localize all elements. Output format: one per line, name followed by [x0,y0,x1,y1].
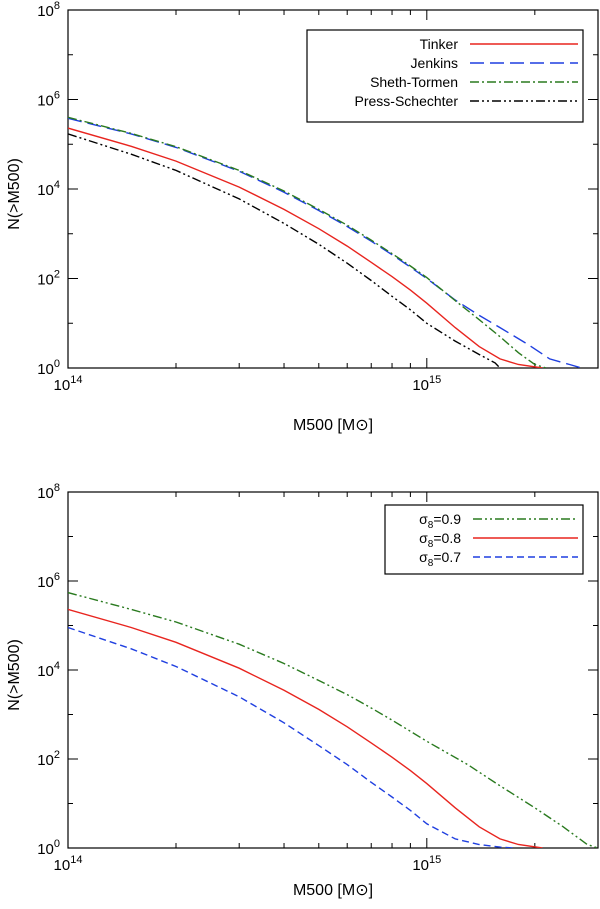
legend-label: Jenkins [411,55,458,71]
legend: Tinker Jenkins Sheth-Tormen Press-Schechter [306,29,584,123]
y-tick-label: 106 [37,90,60,110]
x-axis-label: M500 [M⊙] [293,417,373,434]
y-tick-label: 100 [37,838,60,858]
series-line [68,608,543,848]
y-tick-label: 104 [37,660,60,680]
legend-box [384,504,584,575]
series-line [68,133,501,368]
legend-box [306,29,584,123]
y-tick-label: 108 [37,482,60,502]
y-tick-label: 102 [37,749,60,769]
x-tick-label: 1015 [412,854,441,874]
top-panel-chart: 1014 1015 100 102 104 106 108 M500 [M⊙] N(>M500)… [6,0,599,434]
legend-label: Tinker [420,36,459,52]
y-tick-label: 106 [37,571,60,591]
x-tick-label: 1014 [54,374,83,394]
bottom-panel-chart: 1014 1015 100 102 104 106 108 M500 [M⊙] N(>M500)… [6,482,599,899]
x-axis-label: M500 [M⊙] [293,882,373,899]
y-axis-label: N(>M500) [6,158,23,230]
legend: σ8=0.9σ8=0.8σ8=0.7 [384,504,584,575]
y-axis-label: N(>M500) [6,639,23,711]
legend-label: σ8=0.8 [419,530,461,550]
y-tick-label: 104 [37,179,60,199]
series-line [68,127,543,368]
legend-label: Sheth-Tormen [370,74,458,90]
series-line [68,117,582,368]
series-line [68,626,515,848]
y-tick-label: 102 [37,269,60,289]
legend-label: Press-Schechter [355,93,459,109]
x-tick-label: 1015 [412,374,441,394]
y-tick-label: 108 [37,0,60,20]
y-tick-label: 100 [37,358,60,378]
series-line [68,116,547,368]
legend-label: σ8=0.7 [419,549,461,569]
x-tick-label: 1014 [54,854,83,874]
legend-label: σ8=0.9 [419,511,461,531]
series-line [68,591,598,848]
